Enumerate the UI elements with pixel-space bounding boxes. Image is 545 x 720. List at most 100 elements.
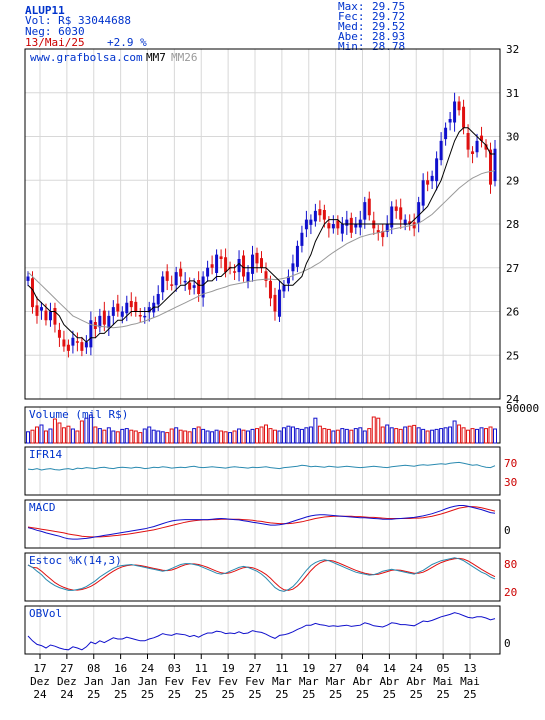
- candle-body: [408, 221, 412, 224]
- candle-body: [493, 148, 497, 182]
- candle-body: [435, 158, 439, 182]
- macd-line: [27, 505, 496, 540]
- x-tick-label: 19: [302, 662, 315, 675]
- candle: [264, 262, 268, 288]
- volume-bar: [120, 428, 125, 444]
- x-tick-label: 27: [248, 662, 261, 675]
- candle-body: [354, 224, 358, 228]
- candle: [98, 308, 102, 333]
- candle: [340, 217, 344, 242]
- candle: [84, 335, 88, 354]
- x-tick-label: Abr: [406, 675, 426, 688]
- stoch-panel-frame: [24, 552, 501, 602]
- candle-body: [197, 280, 201, 294]
- candle-body: [102, 310, 106, 325]
- volume-bar: [39, 424, 44, 444]
- candle: [390, 201, 394, 235]
- volume-bar: [304, 427, 309, 444]
- x-tick-label: Mar: [272, 675, 292, 688]
- volume-bar: [335, 429, 340, 444]
- candle-body: [381, 231, 385, 238]
- price-tick-label: 26: [506, 306, 519, 319]
- mm7-line: [27, 127, 495, 343]
- candle-body: [295, 245, 299, 267]
- x-tick-label: 27: [329, 662, 342, 675]
- watermark: www.grafbolsa.com: [30, 51, 143, 64]
- candle: [430, 170, 434, 189]
- volume-bar: [111, 430, 116, 444]
- mm26-line: [27, 170, 496, 329]
- candle: [165, 264, 169, 291]
- candle-body: [304, 219, 308, 230]
- candle: [26, 271, 30, 287]
- volume-bar: [412, 424, 417, 444]
- candle-body: [89, 320, 93, 348]
- candle: [273, 287, 277, 321]
- volume-bar: [138, 432, 143, 444]
- candle: [161, 271, 165, 301]
- volume-bar: [461, 427, 466, 444]
- candle: [134, 296, 138, 317]
- volume-bar: [286, 425, 291, 444]
- candle-body: [170, 284, 174, 286]
- candle-body: [264, 271, 268, 281]
- volume-bar: [115, 431, 120, 444]
- x-tick-label: 14: [383, 662, 397, 675]
- volume-bar: [299, 428, 304, 444]
- candle: [188, 277, 192, 295]
- volume-bar: [317, 425, 322, 444]
- candle-body: [71, 337, 75, 346]
- x-tick-label: Jan: [84, 675, 104, 688]
- candle-body: [367, 198, 371, 216]
- x-tick-label: 11: [195, 662, 208, 675]
- volume-bar: [232, 430, 237, 444]
- candle: [313, 203, 317, 227]
- volume-bar: [349, 429, 354, 444]
- x-tick-label: 25: [222, 688, 235, 701]
- volume-bar: [160, 431, 165, 444]
- volume-bar: [250, 428, 255, 444]
- candle: [57, 322, 61, 347]
- candle-body: [224, 257, 228, 273]
- candle-body: [233, 271, 237, 273]
- candle-body: [448, 119, 452, 123]
- candle-body: [471, 151, 475, 154]
- x-tick-label: Dez: [30, 675, 50, 688]
- price-axis-ticks: 24 25 26 27 28 29 30 31 32: [506, 43, 520, 406]
- volume-bar: [425, 430, 430, 444]
- candle-body: [426, 180, 430, 185]
- candle-body: [417, 202, 421, 224]
- stat-label-min: Min:: [338, 40, 365, 53]
- candle-body: [385, 224, 389, 232]
- candle-body: [345, 219, 349, 226]
- volume-bar: [187, 431, 192, 444]
- price-panel-frame: [24, 48, 501, 400]
- volume-bar: [322, 428, 327, 444]
- candle-body: [111, 307, 115, 316]
- candle: [448, 112, 452, 131]
- candle-body: [165, 271, 169, 281]
- volume-bar: [228, 432, 233, 444]
- candle: [385, 215, 389, 238]
- candle-body: [309, 219, 313, 225]
- x-axis-ticks: 17Dez2427Dez2408Jan2516Jan2524Jan2503Fev…: [30, 654, 480, 701]
- volume-bar: [75, 430, 80, 444]
- candle-body: [484, 144, 488, 150]
- volume-bar: [380, 426, 385, 444]
- volume-text: Vol: R$ 33044688: [25, 14, 131, 27]
- candle: [475, 133, 479, 158]
- volume-bar: [151, 429, 156, 444]
- volume-bar: [434, 428, 439, 444]
- macd-tick-0: 0: [504, 524, 511, 537]
- volume-bar: [165, 432, 170, 444]
- volume-bar: [156, 430, 161, 444]
- x-tick-label: 24: [141, 662, 155, 675]
- candle-body: [174, 272, 178, 286]
- volume-bar: [93, 426, 98, 444]
- candle-body: [44, 310, 48, 321]
- candle-body: [26, 276, 30, 281]
- candle: [358, 210, 362, 236]
- volume-bar: [340, 428, 345, 444]
- candle-body: [453, 101, 457, 123]
- candle: [116, 294, 120, 317]
